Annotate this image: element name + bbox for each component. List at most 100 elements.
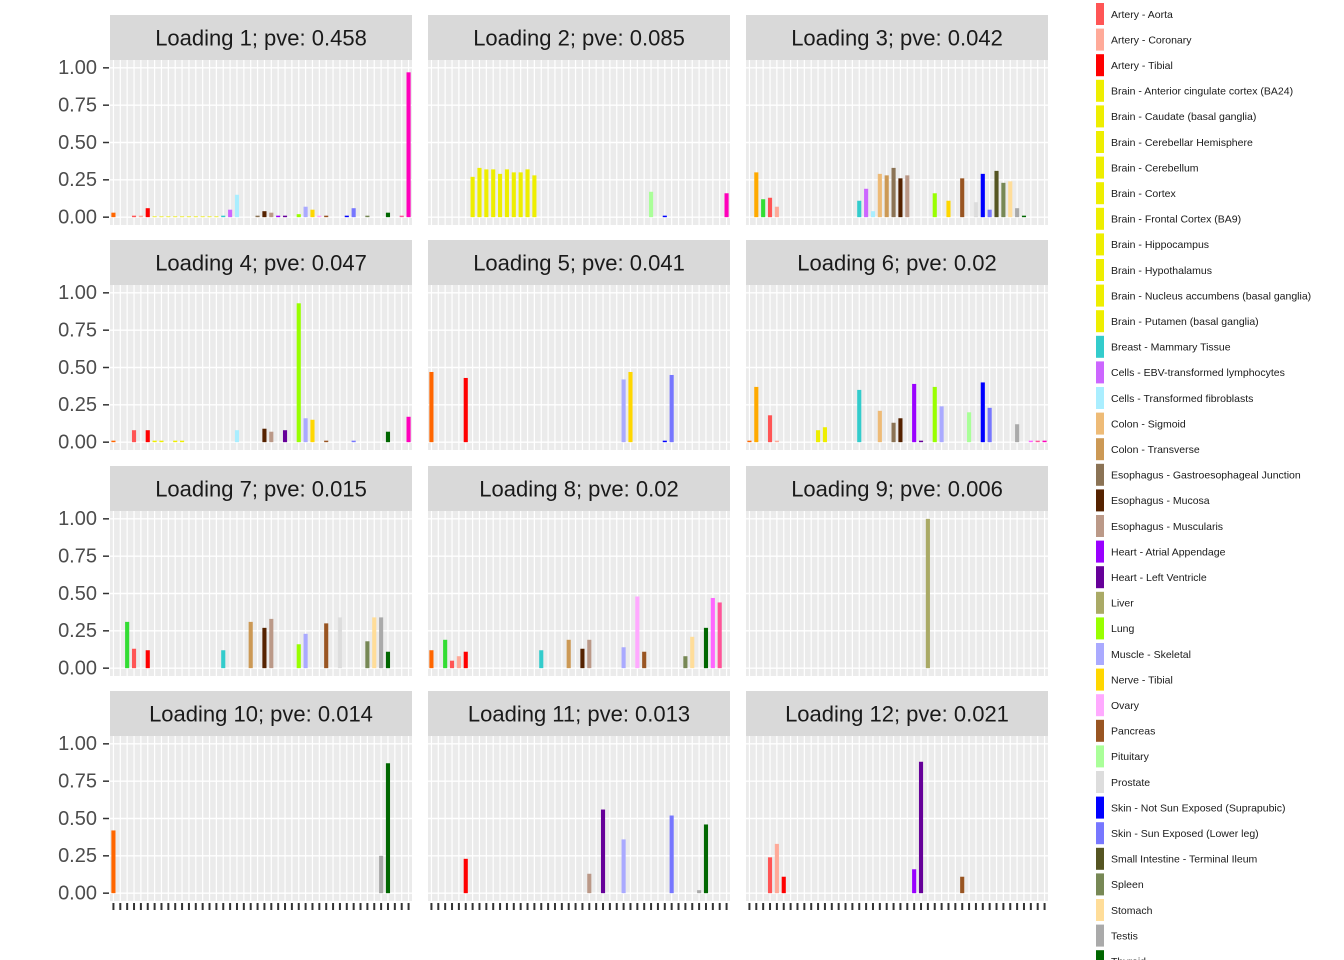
- bar: [960, 876, 965, 894]
- legend-label: Artery - Aorta: [1111, 9, 1173, 21]
- legend-label: Lung: [1111, 623, 1135, 635]
- legend-label: Artery - Tibial: [1111, 60, 1173, 72]
- bar: [703, 824, 709, 894]
- strip: [746, 466, 1048, 511]
- strip: [110, 691, 412, 736]
- legend-label: Brain - Nucleus accumbens (basal ganglia…: [1111, 290, 1311, 302]
- bar: [470, 176, 475, 218]
- panel-title: Loading 10; pve: 0.014: [149, 701, 373, 726]
- legend-label: Spleen: [1111, 879, 1144, 891]
- bar: [484, 169, 489, 218]
- bar: [587, 639, 592, 669]
- panel-title: Loading 4; pve: 0.047: [155, 250, 367, 275]
- bar: [111, 212, 116, 218]
- bar: [214, 216, 219, 218]
- legend-swatch: [1096, 617, 1104, 640]
- bar: [255, 215, 260, 218]
- bar: [621, 647, 626, 669]
- strip: [746, 15, 1048, 60]
- bar: [385, 212, 391, 218]
- legend-swatch: [1096, 540, 1104, 563]
- bar: [635, 596, 640, 669]
- bar: [891, 167, 896, 218]
- bar: [351, 208, 356, 218]
- y-tick-label: 0.75: [58, 94, 97, 116]
- bar: [877, 173, 882, 218]
- bar: [973, 202, 978, 218]
- bar: [449, 660, 455, 669]
- legend-swatch: [1096, 438, 1104, 461]
- legend-swatch: [1096, 79, 1104, 102]
- bar: [152, 440, 157, 443]
- bar: [131, 430, 137, 443]
- legend-swatch: [1096, 361, 1104, 384]
- legend-label: Nerve - Tibial: [1111, 674, 1173, 686]
- bar: [262, 211, 267, 218]
- bar: [324, 623, 329, 669]
- bar: [372, 617, 377, 669]
- y-tick-label: 0.50: [58, 357, 97, 379]
- bar: [891, 422, 896, 443]
- legend-label: Small Intestine - Terminal Ileum: [1111, 854, 1258, 866]
- bar: [269, 618, 274, 669]
- bar: [987, 407, 992, 443]
- bar: [932, 193, 937, 218]
- bar: [429, 650, 434, 669]
- bar: [918, 761, 924, 894]
- y-tick-label: 0.00: [58, 431, 97, 453]
- panel-title: Loading 5; pve: 0.041: [473, 250, 685, 275]
- legend-label: Breast - Mammary Tissue: [1111, 342, 1231, 354]
- bar: [234, 430, 240, 443]
- bar: [662, 440, 667, 443]
- bar: [1028, 440, 1033, 443]
- bar: [717, 602, 722, 669]
- bar: [683, 656, 688, 669]
- strip: [110, 240, 412, 285]
- bar: [159, 440, 164, 443]
- bar: [303, 633, 308, 669]
- panel-title: Loading 2; pve: 0.085: [473, 25, 685, 50]
- legend-label: Colon - Transverse: [1111, 444, 1200, 456]
- bar: [767, 857, 773, 894]
- strip: [746, 240, 1048, 285]
- bar: [491, 169, 496, 218]
- bar: [946, 200, 951, 218]
- legend-swatch: [1096, 310, 1104, 333]
- panel-title: Loading 9; pve: 0.006: [791, 476, 1003, 501]
- bar: [1035, 440, 1040, 443]
- bar: [504, 169, 509, 218]
- bar: [399, 215, 404, 218]
- bar: [166, 216, 171, 218]
- bar: [587, 873, 592, 894]
- y-tick-label: 1.00: [58, 57, 97, 79]
- legend-swatch: [1096, 3, 1104, 25]
- bar: [131, 215, 137, 218]
- legend-label: Heart - Left Ventricle: [1111, 572, 1207, 584]
- bar: [822, 427, 827, 443]
- bar: [912, 383, 917, 443]
- bar: [365, 215, 370, 218]
- legend-swatch: [1096, 745, 1104, 768]
- bar: [857, 200, 862, 218]
- bar: [724, 193, 729, 218]
- legend-label: Brain - Cerebellar Hemisphere: [1111, 137, 1253, 149]
- legend-swatch: [1096, 822, 1104, 845]
- bar: [159, 216, 164, 218]
- bar: [385, 431, 391, 443]
- bar: [864, 188, 869, 218]
- legend-swatch: [1096, 105, 1104, 128]
- bar: [580, 648, 585, 669]
- legend-swatch: [1096, 566, 1104, 589]
- legend-swatch: [1096, 899, 1104, 921]
- bar: [310, 209, 315, 218]
- bar: [337, 617, 342, 669]
- bar: [857, 389, 862, 443]
- bar: [994, 170, 999, 218]
- bar: [628, 371, 633, 443]
- legend-label: Testis: [1111, 930, 1138, 942]
- bar: [228, 209, 233, 218]
- bar: [269, 431, 274, 443]
- bar: [816, 430, 821, 443]
- y-tick-label: 0.75: [58, 545, 97, 567]
